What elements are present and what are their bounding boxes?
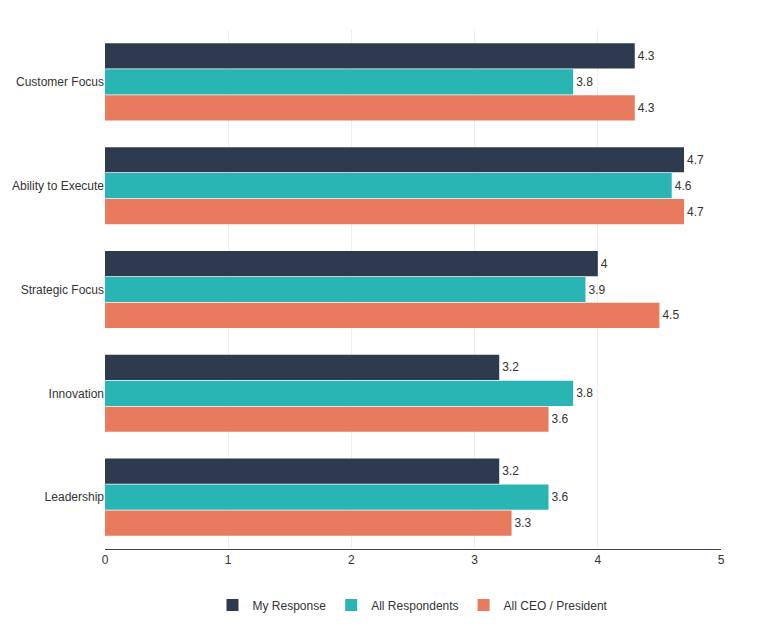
svg-text:1: 1 [225, 553, 232, 567]
svg-text:4.7: 4.7 [687, 153, 704, 167]
svg-text:4: 4 [601, 257, 608, 271]
svg-text:All CEO / President: All CEO / President [504, 599, 608, 613]
svg-text:4.6: 4.6 [675, 179, 692, 193]
svg-text:All Respondents: All Respondents [371, 599, 458, 613]
svg-text:3: 3 [471, 553, 478, 567]
svg-text:4.5: 4.5 [662, 308, 679, 322]
svg-text:4.3: 4.3 [638, 49, 655, 63]
svg-text:3.6: 3.6 [552, 490, 569, 504]
svg-text:3.2: 3.2 [502, 464, 519, 478]
svg-text:Customer Focus: Customer Focus [16, 75, 104, 89]
svg-text:Leadership: Leadership [45, 490, 105, 504]
svg-text:4.3: 4.3 [638, 101, 655, 115]
svg-text:4: 4 [594, 553, 601, 567]
svg-text:4.7: 4.7 [687, 205, 704, 219]
svg-text:0: 0 [102, 553, 109, 567]
svg-text:3.9: 3.9 [588, 283, 605, 297]
svg-text:3.3: 3.3 [515, 516, 532, 530]
svg-text:3.2: 3.2 [502, 360, 519, 374]
svg-text:5: 5 [718, 553, 725, 567]
svg-text:2: 2 [348, 553, 355, 567]
svg-text:Ability to Execute: Ability to Execute [12, 179, 104, 193]
svg-text:3.6: 3.6 [552, 412, 569, 426]
svg-text:My Response: My Response [253, 599, 327, 613]
svg-text:Innovation: Innovation [49, 387, 104, 401]
svg-text:3.8: 3.8 [576, 386, 593, 400]
svg-text:3.8: 3.8 [576, 75, 593, 89]
svg-text:Strategic Focus: Strategic Focus [21, 283, 104, 297]
